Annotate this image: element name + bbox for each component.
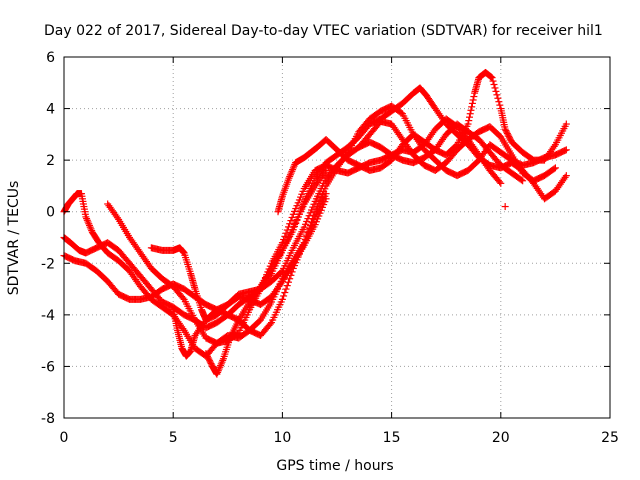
data-point	[213, 370, 221, 378]
data-point	[321, 168, 329, 176]
data-point	[287, 217, 295, 225]
grid	[64, 57, 610, 418]
data-point	[490, 81, 498, 89]
data-point	[467, 106, 475, 114]
data-point	[297, 207, 305, 215]
data-point	[113, 214, 121, 222]
data-point	[468, 99, 476, 107]
data-point	[216, 363, 224, 371]
data-point	[215, 365, 223, 373]
data-point	[491, 84, 499, 92]
data-point	[301, 235, 309, 243]
data-point	[283, 226, 291, 234]
data-point	[304, 228, 312, 236]
data-point	[295, 210, 303, 218]
data-point	[293, 216, 301, 224]
data-point	[470, 93, 478, 101]
y-tick-label: -2	[41, 256, 55, 272]
data-point	[468, 103, 476, 111]
data-point	[277, 268, 285, 276]
axis-ticks: 0 5 10 15 20 25 -8 -6 -4 -2 0 2 4 6	[41, 50, 619, 446]
data-point	[87, 225, 95, 233]
data-point	[562, 146, 570, 154]
data-point	[83, 215, 91, 223]
x-tick-label: 0	[60, 430, 69, 446]
data-point	[280, 292, 288, 300]
data-point	[497, 179, 505, 187]
data-point	[299, 201, 307, 209]
data-point	[286, 220, 294, 228]
data-point	[300, 239, 308, 247]
data-point	[284, 278, 292, 286]
data-point	[288, 268, 296, 276]
data-point	[310, 211, 318, 219]
x-axis-label: GPS time / hours	[276, 458, 393, 474]
y-tick-label: -8	[41, 411, 55, 427]
data-point	[281, 289, 289, 297]
x-tick-label: 10	[273, 430, 291, 446]
data-point	[219, 356, 227, 364]
data-point	[309, 215, 317, 223]
data-point	[496, 101, 504, 109]
data-point	[517, 176, 525, 184]
data-point	[214, 368, 222, 376]
x-tick-label: 20	[492, 430, 510, 446]
data-point	[218, 358, 226, 366]
data-point	[284, 223, 292, 231]
data-point	[289, 226, 297, 234]
data-point	[469, 96, 477, 104]
data-point	[214, 367, 222, 375]
data-point	[291, 223, 299, 231]
outlier-point	[501, 203, 509, 211]
data-point	[466, 110, 474, 118]
plot-frame	[63, 56, 611, 419]
data-point	[84, 218, 92, 226]
data-point	[85, 220, 93, 228]
data-point	[286, 275, 294, 283]
data-point	[282, 229, 290, 237]
data-point	[493, 91, 501, 99]
data-point	[82, 213, 90, 221]
x-tick-label: 25	[601, 430, 619, 446]
data-point	[83, 216, 91, 224]
data-point	[283, 282, 291, 290]
data-point	[278, 295, 286, 303]
data-point	[292, 219, 300, 227]
data-point	[306, 221, 314, 229]
data-points	[60, 68, 570, 378]
data-point	[308, 218, 316, 226]
chart-title: Day 022 of 2017, Sidereal Day-to-day VTE…	[44, 23, 603, 39]
data-point	[217, 362, 225, 370]
data-point	[305, 225, 313, 233]
data-point	[492, 87, 500, 95]
data-point	[85, 221, 93, 229]
data-point	[496, 178, 504, 186]
y-tick-label: 0	[46, 205, 55, 221]
data-point	[519, 177, 527, 185]
data-point	[287, 271, 295, 279]
data-point	[179, 294, 187, 302]
y-tick-label: -6	[41, 359, 55, 375]
data-point	[298, 204, 306, 212]
x-tick-label: 15	[383, 430, 401, 446]
data-point	[86, 223, 94, 231]
data-point	[217, 360, 225, 368]
data-point	[255, 284, 263, 292]
data-point	[288, 213, 296, 221]
data-point	[294, 213, 302, 221]
data-point	[494, 94, 502, 102]
y-tick-label: 6	[46, 50, 55, 66]
data-point	[465, 113, 473, 121]
data-point	[282, 285, 290, 293]
y-axis-label: SDTVAR / TECUs	[6, 181, 22, 296]
y-tick-label: -4	[41, 308, 55, 324]
data-point	[266, 320, 274, 328]
y-tick-label: 4	[46, 102, 55, 118]
data-point	[303, 232, 311, 240]
y-tick-label: 2	[46, 153, 55, 169]
x-tick-label: 5	[169, 430, 178, 446]
data-point	[495, 98, 503, 106]
